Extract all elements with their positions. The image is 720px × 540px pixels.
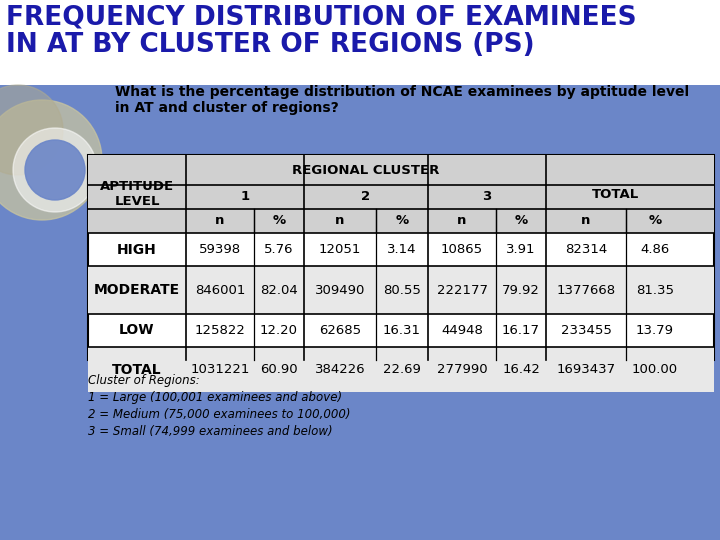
- Bar: [88, 155, 714, 233]
- Text: 13.79: 13.79: [636, 324, 674, 337]
- Text: 846001: 846001: [195, 284, 246, 296]
- Text: 16.17: 16.17: [502, 324, 540, 337]
- Text: 12051: 12051: [319, 243, 361, 256]
- Bar: [88, 266, 714, 314]
- Text: APTITUDE
LEVEL: APTITUDE LEVEL: [100, 180, 174, 208]
- Text: %: %: [514, 214, 528, 227]
- Circle shape: [0, 100, 102, 220]
- Text: 81.35: 81.35: [636, 284, 674, 296]
- Text: n: n: [457, 214, 467, 227]
- Text: 79.92: 79.92: [502, 284, 540, 296]
- Text: REGIONAL CLUSTER: REGIONAL CLUSTER: [292, 164, 440, 177]
- Text: IN AT BY CLUSTER OF REGIONS (PS): IN AT BY CLUSTER OF REGIONS (PS): [6, 32, 535, 58]
- Text: %: %: [649, 214, 662, 227]
- Text: 1: 1: [240, 191, 250, 204]
- Text: n: n: [336, 214, 345, 227]
- Text: TOTAL: TOTAL: [112, 362, 162, 376]
- Text: 4.86: 4.86: [640, 243, 670, 256]
- Circle shape: [0, 85, 63, 175]
- Text: 44948: 44948: [441, 324, 483, 337]
- Text: 222177: 222177: [436, 284, 487, 296]
- Text: 1031221: 1031221: [190, 363, 250, 376]
- Text: 80.55: 80.55: [383, 284, 421, 296]
- Text: MODERATE: MODERATE: [94, 283, 180, 297]
- Text: n: n: [215, 214, 225, 227]
- Circle shape: [25, 140, 85, 200]
- Text: 3.14: 3.14: [387, 243, 417, 256]
- Text: 3: 3: [482, 191, 492, 204]
- Text: 3 = Small (74,999 examinees and below): 3 = Small (74,999 examinees and below): [88, 425, 333, 438]
- Text: What is the percentage distribution of NCAE examinees by aptitude level
in AT an: What is the percentage distribution of N…: [115, 85, 689, 115]
- Text: 59398: 59398: [199, 243, 241, 256]
- Text: 100.00: 100.00: [632, 363, 678, 376]
- Text: 384226: 384226: [315, 363, 365, 376]
- Text: 125822: 125822: [194, 324, 246, 337]
- Text: 10865: 10865: [441, 243, 483, 256]
- Text: 2 = Medium (75,000 examinees to 100,000): 2 = Medium (75,000 examinees to 100,000): [88, 408, 351, 421]
- Text: 62685: 62685: [319, 324, 361, 337]
- Text: 16.31: 16.31: [383, 324, 421, 337]
- Text: LOW: LOW: [120, 323, 155, 338]
- Text: 1693437: 1693437: [557, 363, 616, 376]
- Text: 60.90: 60.90: [260, 363, 298, 376]
- Text: %: %: [395, 214, 408, 227]
- Text: TOTAL: TOTAL: [591, 187, 639, 200]
- Text: 309490: 309490: [315, 284, 365, 296]
- Text: Cluster of Regions:: Cluster of Regions:: [88, 374, 199, 387]
- Text: 233455: 233455: [561, 324, 611, 337]
- Text: 82.04: 82.04: [260, 284, 298, 296]
- Text: HIGH: HIGH: [117, 242, 157, 256]
- Text: 1377668: 1377668: [557, 284, 616, 296]
- Text: 3.91: 3.91: [506, 243, 536, 256]
- Text: 82314: 82314: [565, 243, 607, 256]
- Bar: [88, 155, 714, 360]
- Text: %: %: [272, 214, 286, 227]
- Bar: [0, 0, 720, 85]
- Text: 5.76: 5.76: [264, 243, 294, 256]
- Text: FREQUENCY DISTRIBUTION OF EXAMINEES: FREQUENCY DISTRIBUTION OF EXAMINEES: [6, 4, 636, 30]
- Bar: [88, 347, 714, 392]
- Circle shape: [13, 128, 97, 212]
- Text: n: n: [581, 214, 590, 227]
- Text: 1 = Large (100,001 examinees and above): 1 = Large (100,001 examinees and above): [88, 391, 342, 404]
- Text: 12.20: 12.20: [260, 324, 298, 337]
- Text: 2: 2: [361, 191, 371, 204]
- Text: 16.42: 16.42: [502, 363, 540, 376]
- Text: 22.69: 22.69: [383, 363, 421, 376]
- Text: 277990: 277990: [437, 363, 487, 376]
